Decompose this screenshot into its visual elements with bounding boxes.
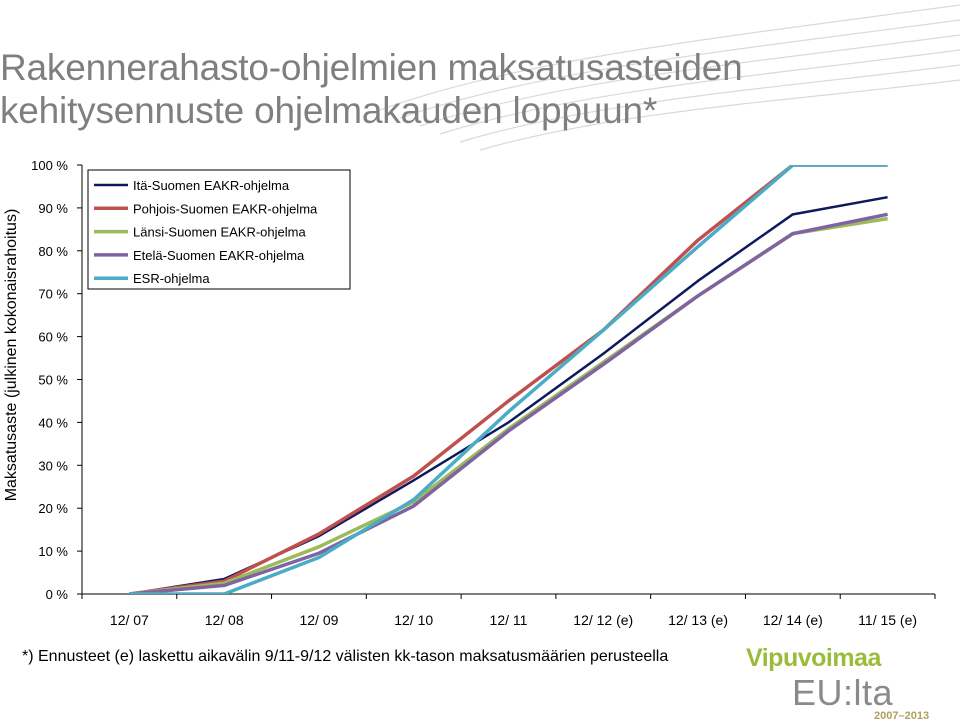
y-tick-label: 0 % bbox=[46, 587, 69, 602]
x-tick-label: 11/ 15 (e) bbox=[858, 612, 917, 628]
y-tick-label: 40 % bbox=[38, 415, 68, 430]
vipuvoimaa-logo: Vipuvoimaa EU:lta 2007–2013 bbox=[742, 644, 942, 724]
x-tick-label: 12/ 14 (e) bbox=[763, 612, 823, 628]
legend-label-5: ESR-ohjelma bbox=[133, 271, 210, 286]
x-tick-label: 12/ 08 bbox=[205, 612, 244, 628]
y-tick-label: 20 % bbox=[38, 501, 68, 516]
series-line-4 bbox=[129, 212, 888, 594]
y-tick-label: 90 % bbox=[38, 201, 68, 216]
x-tick-label: 12/ 09 bbox=[299, 612, 338, 628]
x-tick-label: 12/ 13 (e) bbox=[668, 612, 728, 628]
y-tick-label: 80 % bbox=[38, 244, 68, 259]
decorative-swoosh bbox=[379, 4, 960, 151]
legend-label-4: Etelä-Suomen EAKR-ohjelma bbox=[133, 248, 305, 263]
footnote: *) Ennusteet (e) laskettu aikavälin 9/11… bbox=[22, 648, 669, 665]
legend-label-3: Länsi-Suomen EAKR-ohjelma bbox=[133, 225, 306, 240]
x-tick-label: 12/ 10 bbox=[394, 612, 433, 628]
line-chart: 0 % 10 % 20 % 30 % 40 % 50 % 60 % 70 % 80 % 90 % 1… bbox=[31, 158, 936, 628]
title-line-2: kehitysennuste ohjelmakauden loppuun* bbox=[0, 90, 658, 131]
title-line-1: Rakennerahasto-ohjelmien maksatusasteide… bbox=[0, 47, 743, 88]
x-tick-label: 12/ 12 (e) bbox=[573, 612, 633, 628]
series-group bbox=[129, 165, 888, 594]
y-tick-label: 50 % bbox=[38, 373, 68, 388]
y-tick-label: 70 % bbox=[38, 287, 68, 302]
x-tick-label: 12/ 07 bbox=[110, 612, 149, 628]
series-line-5 bbox=[129, 165, 888, 594]
legend-label-1: Itä-Suomen EAKR-ohjelma bbox=[133, 178, 290, 193]
logo-name: Vipuvoimaa bbox=[746, 644, 881, 672]
y-tick-label: 30 % bbox=[38, 458, 68, 473]
y-tick-label: 100 % bbox=[31, 158, 68, 173]
logo-years: 2007–2013 bbox=[874, 710, 930, 722]
y-tick-label: 60 % bbox=[38, 330, 68, 345]
legend-label-2: Pohjois-Suomen EAKR-ohjelma bbox=[133, 201, 318, 216]
page-title: Rakennerahasto-ohjelmien maksatusasteide… bbox=[0, 46, 900, 132]
logo-sub: EU:lta bbox=[792, 672, 894, 713]
x-tick-label: 12/ 11 bbox=[490, 612, 528, 628]
y-tick-label: 10 % bbox=[38, 544, 68, 559]
legend-box bbox=[87, 169, 351, 290]
